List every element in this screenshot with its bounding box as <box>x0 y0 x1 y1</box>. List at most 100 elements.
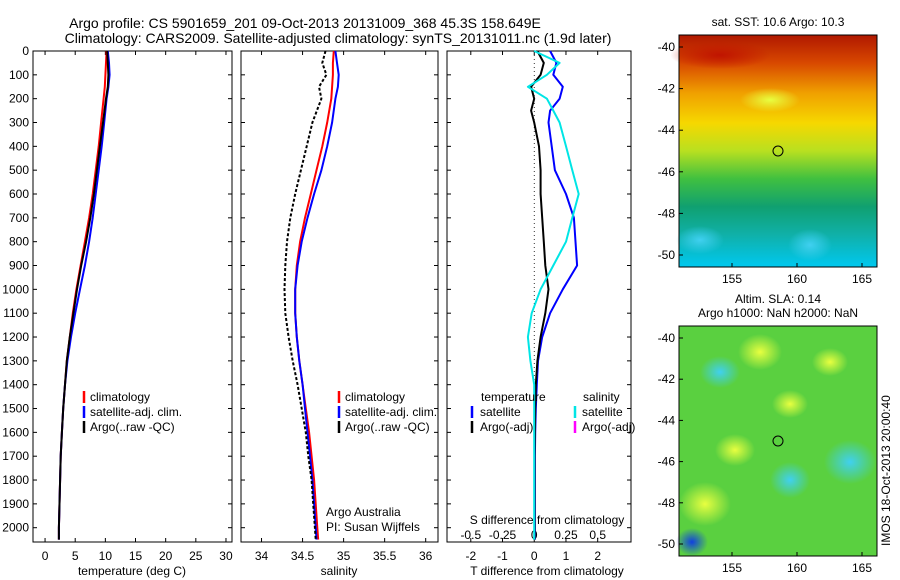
map-x-tick-label: 160 <box>787 561 807 575</box>
series-s-satellite <box>526 50 580 540</box>
depth-tick-label: 1700 <box>2 449 29 463</box>
map-y-tick-label: -40 <box>658 331 676 345</box>
x-tick-label: 1 <box>563 549 570 563</box>
legend-label-satellite: satellite-adj. clim. <box>345 405 437 419</box>
map-y-tick-label: -40 <box>658 40 676 54</box>
x-tick-label: 34.5 <box>291 549 315 563</box>
temperature-legend: climatology satellite-adj. clim. Argo(..… <box>82 390 182 434</box>
legend-label-climatology: climatology <box>345 390 405 404</box>
s-tick-label: -0.5 <box>460 528 481 542</box>
depth-tick-label: 1400 <box>2 378 29 392</box>
series-t-satellite <box>533 50 579 540</box>
sla-map-title-1: Altim. SLA: 0.14 <box>735 292 821 306</box>
salinity-series <box>283 50 340 540</box>
depth-tick-label: 700 <box>9 211 29 225</box>
annotation-line-1: Argo Australia <box>326 505 401 519</box>
map-y-tick-label: -44 <box>658 413 676 427</box>
s-tick-label: 0.25 <box>554 528 578 542</box>
depth-tick-label: 300 <box>9 116 29 130</box>
sla-low-patch-2 <box>770 462 810 498</box>
depth-tick-label: 500 <box>9 163 29 177</box>
sla-high-patch-1 <box>738 334 782 370</box>
depth-tick-label: 1200 <box>2 330 29 344</box>
x-tick-label: 35.5 <box>373 549 397 563</box>
series-argo <box>57 50 110 540</box>
sst-map-title: sat. SST: 10.6 Argo: 10.3 <box>712 15 845 29</box>
sla-low-patch-1 <box>824 440 876 484</box>
difference-series <box>526 50 580 540</box>
x-tick-label: 10 <box>99 549 113 563</box>
sla-map-frame <box>678 325 878 557</box>
map-y-tick-label: -46 <box>658 165 676 179</box>
depth-tick-label: 2000 <box>2 521 29 535</box>
sla-map-axes: -40 -42 -44 -46 -48 -50 155 160 165 <box>658 331 873 575</box>
map-y-tick-label: -48 <box>658 206 676 220</box>
depth-tick-label: 1100 <box>3 306 29 320</box>
map-y-tick-label: -50 <box>658 537 676 551</box>
series-climatology <box>294 50 335 540</box>
sla-high-patch-3 <box>772 390 808 418</box>
s-tick-label: 0.5 <box>589 528 606 542</box>
sst-argo-location-marker <box>772 145 784 157</box>
legend-label-s-argo: Argo(-adj) <box>582 420 635 434</box>
sla-low-patch-4 <box>676 528 708 556</box>
series-argo <box>283 50 328 540</box>
legend-label-t-satellite: satellite <box>480 405 521 419</box>
legend-heading-temperature: temperature <box>481 390 546 404</box>
difference-xlabel-top: S difference from climatology <box>470 513 625 527</box>
sla-map-title-2: Argo h1000: NaN h2000: NaN <box>698 306 858 320</box>
salinity-x-axis: 34 34.5 35 35.5 36 <box>255 51 433 563</box>
depth-tick-label: 200 <box>9 92 29 106</box>
depth-tick-label: 400 <box>9 139 29 153</box>
map-y-tick-label: -42 <box>658 372 676 386</box>
sst-map <box>670 34 878 268</box>
x-tick-label: 25 <box>189 549 203 563</box>
depth-axis: 0 100 200 300 400 500 600 700 800 900 1000 1100 1200… <box>2 44 631 535</box>
x-tick-label: 35 <box>337 549 351 563</box>
map-x-tick-label: 165 <box>852 272 872 286</box>
map-x-tick-label: 165 <box>852 561 872 575</box>
legend-label-argo: Argo(..raw -QC) <box>90 420 175 434</box>
title-line-1: Argo profile: CS 5901659_201 09-Oct-2013… <box>69 15 541 31</box>
x-tick-label: -1 <box>497 549 508 563</box>
map-y-tick-label: -42 <box>658 82 676 96</box>
difference-xlabel: T difference from climatology <box>470 564 624 578</box>
x-tick-label: 5 <box>72 549 79 563</box>
sla-map <box>676 325 878 557</box>
sla-high-patch-2 <box>812 348 848 376</box>
map-y-tick-label: -48 <box>658 496 676 510</box>
difference-legend: temperature satellite Argo(-adj) salinit… <box>470 390 635 434</box>
legend-label-t-argo: Argo(-adj) <box>480 420 533 434</box>
depth-tick-label: 1000 <box>2 282 29 296</box>
depth-tick-label: 1300 <box>2 354 29 368</box>
depth-tick-label: 100 <box>9 68 29 82</box>
x-tick-label: 36 <box>419 549 433 563</box>
sst-map-frame <box>678 34 878 268</box>
map-y-tick-label: -50 <box>658 248 676 262</box>
depth-tick-label: 1600 <box>2 425 29 439</box>
legend-label-climatology: climatology <box>90 390 150 404</box>
salinity-xlabel: salinity <box>321 564 358 578</box>
depth-tick-label: 1500 <box>2 402 29 416</box>
depth-tick-label: 600 <box>9 187 29 201</box>
sla-argo-location-marker <box>772 435 784 447</box>
depth-tick-label: 900 <box>9 259 29 273</box>
sst-map-axes: -40 -42 -44 -46 -48 -50 155 160 165 <box>658 40 873 286</box>
depth-tick-label: 800 <box>9 235 29 249</box>
x-tick-label: 34 <box>255 549 269 563</box>
x-tick-label: 0 <box>531 549 538 563</box>
map-x-tick-label: 155 <box>722 272 742 286</box>
sst-warm-patch <box>670 41 770 69</box>
x-tick-label: -2 <box>465 549 476 563</box>
legend-label-s-satellite: satellite <box>582 405 623 419</box>
x-tick-label: 0 <box>42 549 49 563</box>
depth-tick-label: 1800 <box>2 473 29 487</box>
temperature-x-axis: 0 5 10 15 20 25 30 <box>42 51 233 563</box>
depth-tick-label: 1900 <box>2 497 29 511</box>
map-y-tick-label: -44 <box>658 123 676 137</box>
map-x-tick-label: 155 <box>722 561 742 575</box>
x-tick-label: 15 <box>129 549 143 563</box>
temperature-xlabel: temperature (deg C) <box>78 564 186 578</box>
title-line-2: Climatology: CARS2009. Satellite-adjuste… <box>65 30 612 46</box>
